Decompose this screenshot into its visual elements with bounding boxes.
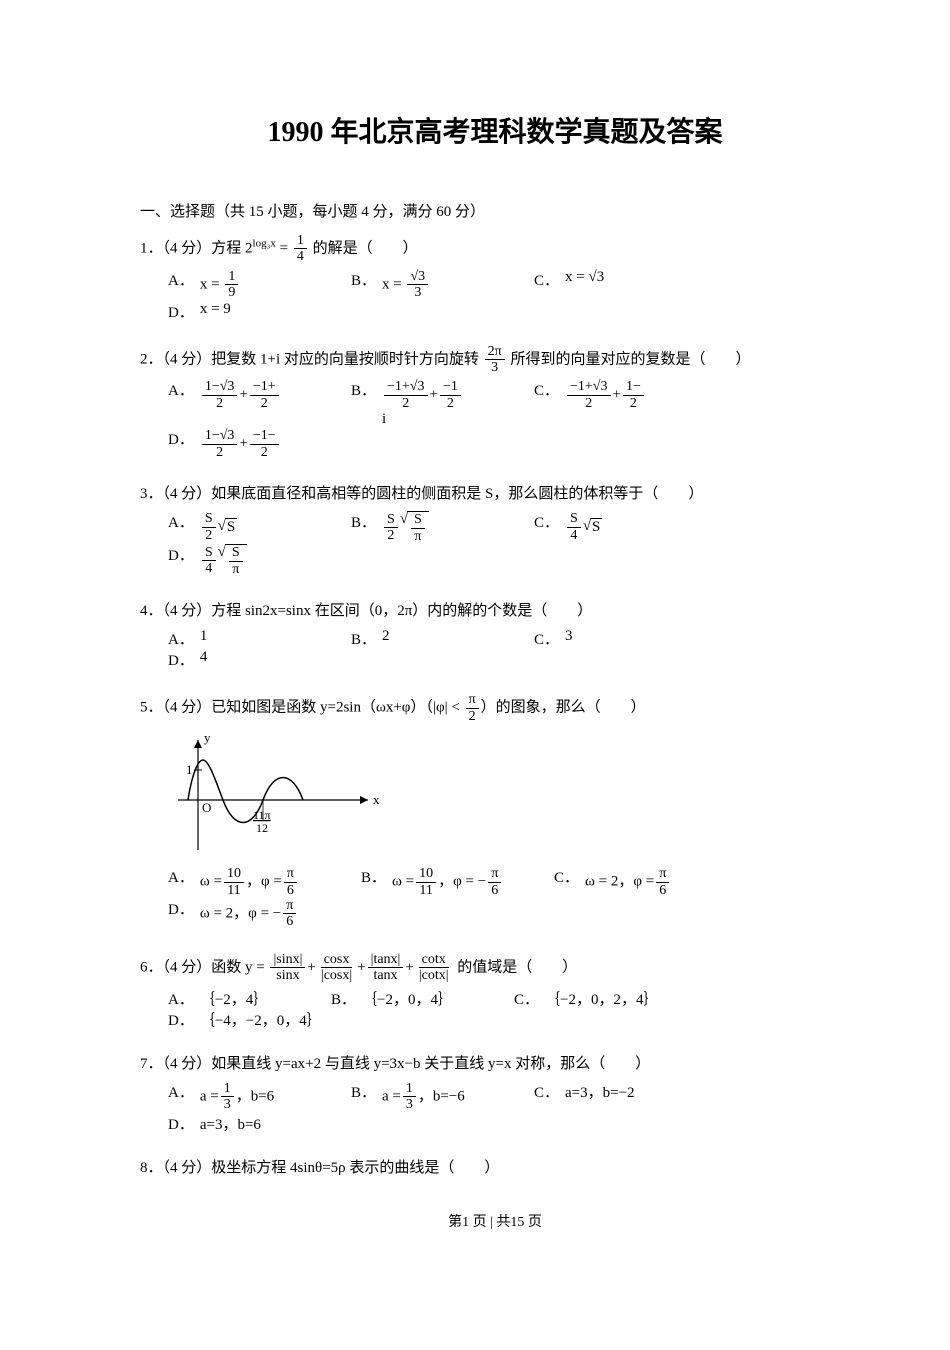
q5-stem-post: ）的图象，那么（ ） bbox=[481, 700, 646, 716]
q4-options: A．1 B．2 C．3 D．4 bbox=[168, 628, 850, 670]
x-tick-den: 12 bbox=[256, 821, 268, 835]
q5-opt-d: D．ω = 2，φ = −π6 bbox=[168, 898, 318, 930]
section-heading: 一、选择题（共 15 小题，每小题 4 分，满分 60 分） bbox=[140, 200, 850, 221]
q2-opt-b: B．−1+√32+−12i bbox=[351, 379, 516, 428]
question-2: 2．（4 分）把复数 1+i 对应的向量按顺时针方向旋转 2π3 所得到的向量对… bbox=[140, 344, 850, 376]
y-axis-label: y bbox=[204, 730, 211, 745]
q3-opt-d: D．S4Sπ bbox=[168, 544, 308, 577]
q2-stem-post: 所得到的向量对应的复数是（ ） bbox=[507, 351, 751, 367]
q1-opt-a: A．x = 19 bbox=[168, 269, 333, 301]
question-6: 6．（4 分）函数 y = |sinx|sinx+cosx|cosx|+|tan… bbox=[140, 952, 850, 984]
q3-opt-b: B．S2Sπ bbox=[351, 511, 516, 544]
q7-opt-b: B．a =13，b=−6 bbox=[351, 1081, 516, 1113]
q5-graph: 1 y x O 11π 12 bbox=[168, 730, 850, 860]
q3-opt-c: C．S4S bbox=[534, 511, 699, 544]
q1-stem-post: 的解是（ ） bbox=[309, 240, 418, 256]
q6-stem-post: 的值域是（ ） bbox=[454, 959, 578, 975]
q1-opt-b: B．x = √33 bbox=[351, 269, 516, 301]
exam-page: 1990 年北京高考理科数学真题及答案 一、选择题（共 15 小题，每小题 4 … bbox=[0, 0, 950, 1350]
y-arrow bbox=[194, 740, 202, 748]
page-title: 1990 年北京高考理科数学真题及答案 bbox=[140, 110, 850, 150]
q1-opt-c: C．x = √3 bbox=[534, 269, 699, 301]
q2-opt-d: D．1−√32+−1−2 bbox=[168, 428, 308, 460]
q2-options: A．1−√32+−1+2 B．−1+√32+−12i C．−1+√32+1−2 … bbox=[168, 379, 850, 460]
q2-rot: 2π3 bbox=[485, 344, 505, 376]
q5-opt-c: C．ω = 2，φ =π6 bbox=[554, 866, 704, 898]
x-tick-num: 11π bbox=[253, 808, 271, 822]
sine-graph-svg: 1 y x O 11π 12 bbox=[168, 730, 388, 860]
q7-options: A．a =13，b=6 B．a =13，b=−6 C．a=3，b=−2 D．a=… bbox=[168, 1081, 850, 1134]
question-3: 3．（4 分）如果底面直径和高相等的圆柱的侧面积是 S，那么圆柱的体积等于（ ） bbox=[140, 482, 850, 508]
q7-opt-c: C．a=3，b=−2 bbox=[534, 1081, 699, 1113]
q1-stem-mid: = bbox=[276, 240, 292, 256]
q1-stem-pre: 1．（4 分）方程 2 bbox=[140, 240, 253, 256]
y-tick-label: 1 bbox=[186, 762, 193, 777]
q2-stem-pre: 2．（4 分）把复数 1+i 对应的向量按顺时针方向旋转 bbox=[140, 351, 483, 367]
q6-opt-d: D．｛−4，−2，0，4｝ bbox=[168, 1009, 338, 1030]
q2-opt-c: C．−1+√32+1−2 bbox=[534, 379, 699, 428]
q5-opt-a: A．ω =1011，φ =π6 bbox=[168, 866, 343, 898]
q4-opt-c: C．3 bbox=[534, 628, 699, 649]
page-footer: 第1 页 | 共15 页 bbox=[140, 1211, 850, 1231]
x-axis-label: x bbox=[373, 792, 380, 807]
q3-opt-a: A．S2S bbox=[168, 511, 333, 544]
q6-opt-a: A．｛−2，4｝ bbox=[168, 988, 313, 1009]
q1-options: A．x = 19 B．x = √33 C．x = √3 D．x = 9 bbox=[168, 269, 850, 322]
q4-opt-b: B．2 bbox=[351, 628, 516, 649]
q1-opt-d: D．x = 9 bbox=[168, 301, 288, 322]
q4-opt-a: A．1 bbox=[168, 628, 333, 649]
question-1: 1．（4 分）方程 2log₃x = 14 的解是（ ） bbox=[140, 233, 850, 265]
q4-opt-d: D．4 bbox=[168, 649, 288, 670]
q6-opt-b: B．｛−2，0，4｝ bbox=[331, 988, 496, 1009]
q5-lim: π2 bbox=[466, 692, 479, 724]
q1-frac: 14 bbox=[294, 233, 307, 265]
question-8: 8．（4 分）极坐标方程 4sinθ=5ρ 表示的曲线是（ ） bbox=[140, 1156, 850, 1182]
question-5: 5．（4 分）已知如图是函数 y=2sin（ωx+φ）（|φ| < π2）的图象… bbox=[140, 692, 850, 724]
q7-opt-d: D．a=3，b=6 bbox=[168, 1113, 288, 1134]
q6-stem-pre: 6．（4 分）函数 y = bbox=[140, 959, 268, 975]
q5-opt-b: B．ω =1011，φ = −π6 bbox=[361, 866, 536, 898]
q5-options: A．ω =1011，φ =π6 B．ω =1011，φ = −π6 C．ω = … bbox=[168, 866, 850, 930]
origin-label: O bbox=[202, 800, 211, 815]
q2-opt-a: A．1−√32+−1+2 bbox=[168, 379, 333, 428]
question-7: 7．（4 分）如果直线 y=ax+2 与直线 y=3x−b 关于直线 y=x 对… bbox=[140, 1052, 850, 1078]
x-arrow bbox=[360, 796, 368, 804]
q3-options: A．S2S B．S2Sπ C．S4S D．S4Sπ bbox=[168, 511, 850, 577]
q6-options: A．｛−2，4｝ B．｛−2，0，4｝ C．｛−2，0，2，4｝ D．｛−4，−… bbox=[168, 988, 850, 1030]
q6-opt-c: C．｛−2，0，2，4｝ bbox=[514, 988, 694, 1009]
q1-exp: log₃x bbox=[253, 237, 276, 249]
question-4: 4．（4 分）方程 sin2x=sinx 在区间（0，2π）内的解的个数是（ ） bbox=[140, 599, 850, 625]
q7-opt-a: A．a =13，b=6 bbox=[168, 1081, 333, 1113]
q5-stem-pre: 5．（4 分）已知如图是函数 y=2sin（ωx+φ）（|φ| < bbox=[140, 700, 464, 716]
